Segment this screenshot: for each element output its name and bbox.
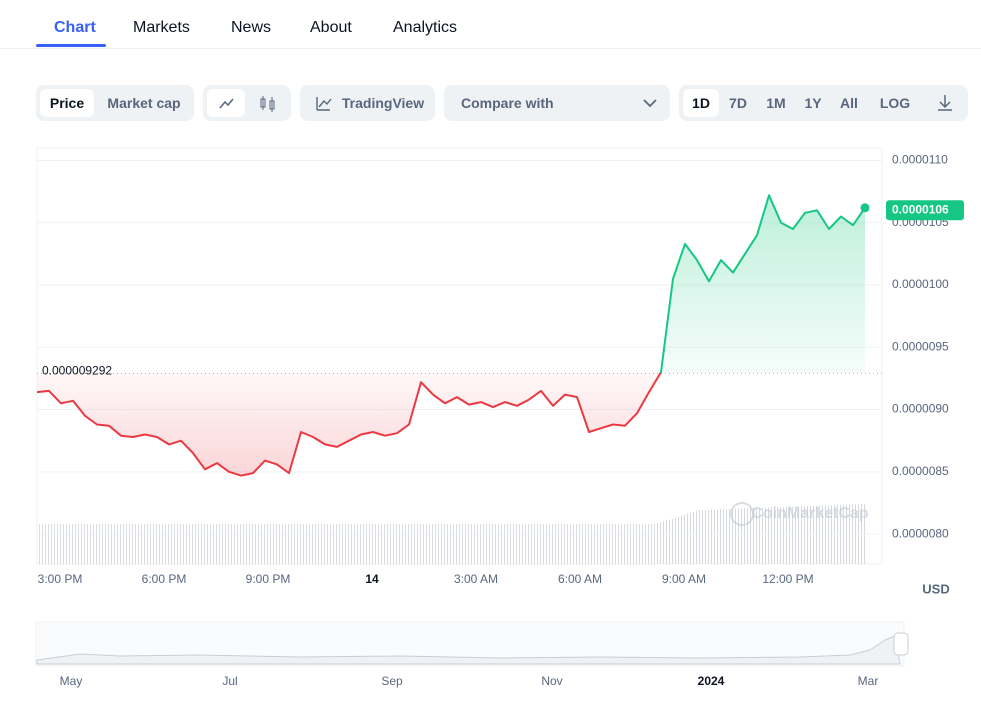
y-tick-label: 0.0000090 xyxy=(892,402,949,416)
tab[interactable]: Markets xyxy=(133,19,190,36)
price-area xyxy=(37,195,865,476)
navigator-label: Sep xyxy=(381,674,403,688)
tradingview-button[interactable]: TradingView xyxy=(300,85,435,121)
volume-strip xyxy=(37,524,865,564)
range-button[interactable]: 1M xyxy=(766,95,786,111)
navigator-label: Jul xyxy=(222,674,237,688)
tab[interactable]: News xyxy=(231,19,272,36)
tab-underline xyxy=(36,44,106,47)
tab[interactable]: Analytics xyxy=(393,19,458,36)
compare-label: Compare with xyxy=(461,95,554,111)
navigator-label: May xyxy=(60,674,83,688)
range-button[interactable]: 1Y xyxy=(804,95,822,111)
range-button[interactable]: 7D xyxy=(729,95,747,111)
range-button[interactable]: 1D xyxy=(683,89,719,117)
tab[interactable]: About xyxy=(310,19,352,36)
x-tick-label: 3:00 AM xyxy=(454,572,498,586)
candle-button[interactable] xyxy=(249,89,287,117)
y-tick-label: 0.0000080 xyxy=(892,526,949,540)
navigator[interactable] xyxy=(35,621,905,667)
chart-style-toggle xyxy=(203,85,291,121)
market-cap-button[interactable]: Market cap xyxy=(107,95,181,111)
x-tick-label: 9:00 AM xyxy=(662,572,706,586)
price-badge xyxy=(886,200,964,221)
volume-strip xyxy=(655,504,865,564)
price-badge-label: 0.0000106 xyxy=(892,202,949,216)
compare-dropdown[interactable]: Compare with xyxy=(444,85,670,121)
price-button[interactable]: Price xyxy=(40,89,94,117)
y-tick-label: 0.0000110 xyxy=(892,153,948,167)
line-button[interactable] xyxy=(207,89,245,117)
range-toggle: 1D 7D 1M 1Y All LOG xyxy=(679,85,968,121)
chevron xyxy=(643,99,657,108)
navigator-line xyxy=(36,635,901,665)
x-tick-label: 9:00 PM xyxy=(246,572,291,586)
navigator-label: 2024 xyxy=(698,674,725,688)
last-point xyxy=(860,203,870,213)
download-icon[interactable] xyxy=(925,85,965,121)
reference-label: 0.000009292 xyxy=(42,363,112,377)
x-tick-label: 6:00 PM xyxy=(142,572,187,586)
candle-icon xyxy=(260,96,275,112)
watermark-logo xyxy=(730,502,754,526)
tradingview-label: TradingView xyxy=(341,95,425,111)
plot-frame xyxy=(36,147,883,565)
line-icon xyxy=(219,98,234,109)
navigator-handle[interactable] xyxy=(893,632,909,656)
x-tick-label: 3:00 PM xyxy=(38,572,83,586)
x-tick-label: 12:00 PM xyxy=(762,572,813,586)
y-tick-label: 0.0000085 xyxy=(892,464,949,478)
tv-icon xyxy=(316,97,332,111)
currency-label: USD xyxy=(922,581,949,596)
x-tick-label: 6:00 AM xyxy=(558,572,602,586)
y-tick-label: 0.0000100 xyxy=(892,277,949,291)
watermark: CoinMarketCap xyxy=(751,505,869,522)
tab-bar: Chart Markets News About Analytics xyxy=(0,0,981,49)
navigator-label: Nov xyxy=(541,674,562,688)
y-tick-label: 0.0000105 xyxy=(892,215,949,229)
price-line xyxy=(36,194,866,477)
log-button[interactable]: LOG xyxy=(879,95,911,111)
tab[interactable]: Chart xyxy=(54,19,96,36)
range-button[interactable]: All xyxy=(840,95,858,111)
navigator-label: Mar xyxy=(858,674,879,688)
metric-toggle: Price Market cap xyxy=(36,85,194,121)
x-tick-label: 14 xyxy=(365,572,379,586)
y-tick-label: 0.0000095 xyxy=(892,339,949,353)
